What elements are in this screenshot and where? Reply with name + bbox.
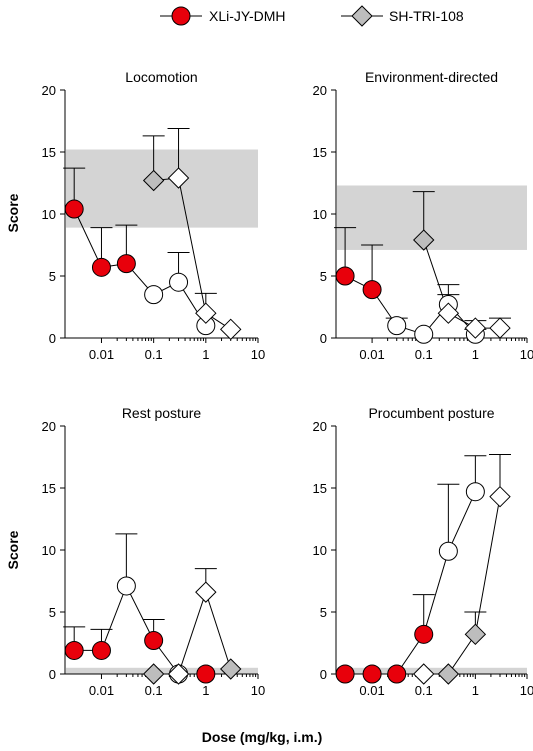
data-point-circle <box>64 640 84 660</box>
data-point-circle <box>91 640 111 660</box>
x-tick-label: 10 <box>251 683 265 698</box>
x-tick-label: 0.01 <box>89 683 114 698</box>
data-point-diamond <box>167 663 190 685</box>
y-tick-label: 20 <box>42 419 56 434</box>
data-point-circle <box>91 257 111 277</box>
y-tick-label: 20 <box>313 419 327 434</box>
data-point-circle <box>144 631 164 651</box>
data-point-diamond <box>437 302 460 324</box>
x-tick-label: 0.01 <box>89 347 114 362</box>
data-point-circle <box>438 541 458 561</box>
data-point-diamond <box>142 169 165 192</box>
ylabel-bottom: Score <box>5 530 21 569</box>
series-line <box>74 584 206 675</box>
data-point-circle <box>387 316 407 336</box>
x-tick-label: 0.01 <box>359 347 384 362</box>
y-tick-label: 10 <box>313 543 327 558</box>
y-tick-label: 15 <box>313 145 327 160</box>
data-point-circle <box>196 664 216 684</box>
ylabel-top: Score <box>5 193 21 232</box>
y-tick-label: 0 <box>49 331 56 346</box>
data-point-circle <box>335 664 355 684</box>
data-point-diamond <box>464 317 487 339</box>
data-point-circle <box>169 272 189 292</box>
x-tick-label: 1 <box>472 683 479 698</box>
panel-rest-posture: Rest posture 0 5 10 15 20 0.01 0.1 1 10 <box>42 405 266 698</box>
y-tick-label: 15 <box>42 481 56 496</box>
data-point-circle <box>362 664 382 684</box>
x-tick-label: 1 <box>202 347 209 362</box>
data-point-diamond <box>413 229 435 251</box>
legend: XLi-JY-DMH SH-TRI-108 <box>160 5 464 27</box>
y-tick-label: 15 <box>42 145 56 160</box>
data-point-circle <box>414 624 434 644</box>
data-point-diamond <box>437 663 460 685</box>
data-point-circle <box>64 199 84 219</box>
y-tick-label: 5 <box>49 269 56 284</box>
x-tick-label: 0.1 <box>415 347 433 362</box>
series-line <box>153 590 232 675</box>
y-tick-label: 20 <box>313 83 327 98</box>
panel-environment-directed: Environment-directed 0 5 10 15 20 0.01 0.1 1 10 <box>313 69 533 362</box>
data-point-diamond <box>464 623 487 646</box>
legend-marker-xli <box>171 6 191 26</box>
data-point-diamond <box>167 167 190 189</box>
x-tick-label: 0.1 <box>145 347 163 362</box>
x-tick-label: 10 <box>520 683 533 698</box>
x-tick-label: 0.01 <box>359 683 384 698</box>
x-tick-label: 10 <box>520 347 533 362</box>
y-tick-label: 5 <box>49 605 56 620</box>
reference-band <box>66 149 258 228</box>
x-tick-label: 0.1 <box>145 683 163 698</box>
panel-title: Locomotion <box>125 69 197 85</box>
panel-title: Rest posture <box>122 405 202 421</box>
y-tick-label: 5 <box>320 269 327 284</box>
y-tick-label: 10 <box>313 207 327 222</box>
x-tick-label: 1 <box>202 683 209 698</box>
x-tick-label: 0.1 <box>415 683 433 698</box>
legend-label-xli: XLi-JY-DMH <box>209 8 286 24</box>
y-tick-label: 20 <box>42 83 56 98</box>
data-point-circle <box>387 664 407 684</box>
data-point-diamond <box>413 663 435 685</box>
data-point-diamond <box>142 663 165 685</box>
reference-band <box>337 667 527 674</box>
x-tick-label: 1 <box>472 347 479 362</box>
data-point-circle <box>144 285 164 305</box>
panel-procumbent-posture: Procumbent posture 0 5 10 15 20 0.01 0.1 1 10 <box>313 405 533 698</box>
data-point-circle <box>414 324 434 344</box>
series-line <box>345 491 476 675</box>
y-tick-label: 10 <box>42 207 56 222</box>
legend-label-sh: SH-TRI-108 <box>389 8 464 24</box>
data-point-circle <box>116 254 136 274</box>
data-point-circle <box>116 576 136 596</box>
series-line <box>423 239 500 329</box>
series-line <box>153 177 231 330</box>
data-point-diamond <box>489 485 511 508</box>
data-point-diamond <box>489 317 511 339</box>
y-tick-label: 0 <box>320 331 327 346</box>
y-tick-label: 10 <box>42 543 56 558</box>
data-point-diamond <box>195 302 217 324</box>
data-point-circle <box>362 280 382 300</box>
panel-title: Procumbent posture <box>368 405 494 421</box>
series-line <box>423 496 501 675</box>
data-point-diamond <box>220 658 242 680</box>
data-point-diamond <box>195 581 217 603</box>
data-point-diamond <box>220 318 242 341</box>
panel-title: Environment-directed <box>365 69 498 85</box>
y-tick-label: 0 <box>49 667 56 682</box>
y-tick-label: 15 <box>313 481 327 496</box>
legend-marker-sh <box>351 5 373 27</box>
y-tick-label: 0 <box>320 667 327 682</box>
y-tick-label: 5 <box>320 605 327 620</box>
data-point-circle <box>465 482 485 502</box>
reference-band <box>66 667 258 674</box>
x-tick-label: 10 <box>251 347 265 362</box>
xlabel: Dose (mg/kg, i.m.) <box>202 729 323 745</box>
panel-locomotion: Locomotion 0 5 10 15 20 0.01 0.1 1 10 <box>42 69 266 362</box>
data-point-circle <box>335 266 355 286</box>
